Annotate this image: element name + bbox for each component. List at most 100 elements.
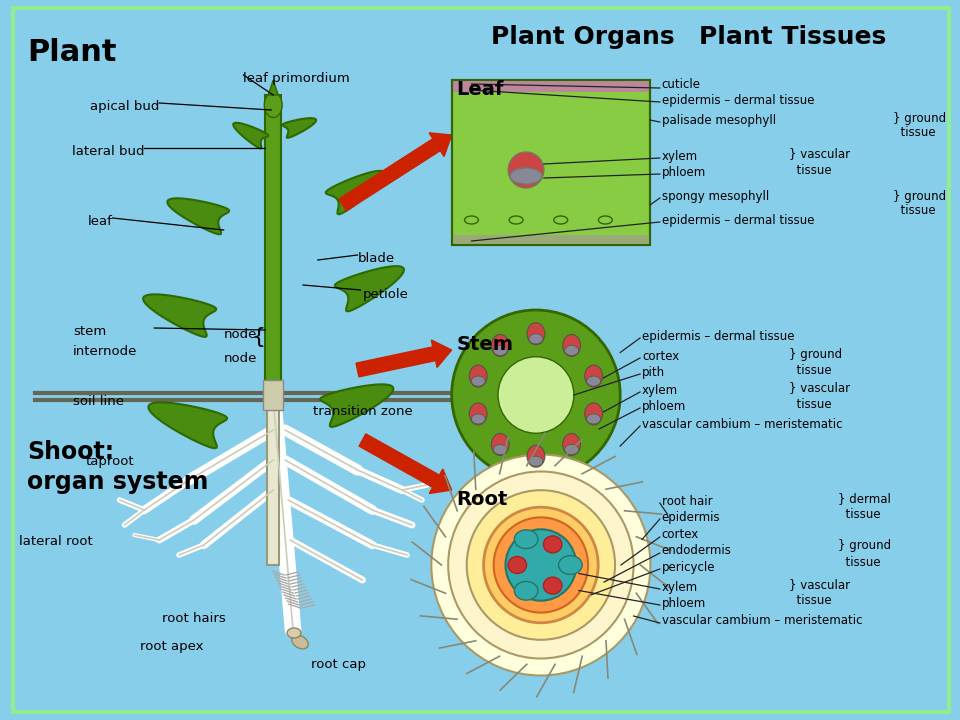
Polygon shape <box>268 80 278 95</box>
Ellipse shape <box>564 444 579 454</box>
Text: } ground: } ground <box>893 189 946 202</box>
Text: root hair: root hair <box>661 495 712 508</box>
Text: epidermis – dermal tissue: epidermis – dermal tissue <box>642 330 795 343</box>
Ellipse shape <box>587 414 601 424</box>
Text: root apex: root apex <box>140 640 204 653</box>
Text: epidermis – dermal tissue: epidermis – dermal tissue <box>661 94 814 107</box>
Bar <box>451 80 650 92</box>
Text: organ system: organ system <box>27 470 208 494</box>
Text: Leaf: Leaf <box>457 80 504 99</box>
Ellipse shape <box>543 577 562 594</box>
Ellipse shape <box>563 433 581 456</box>
Text: Plant Organs: Plant Organs <box>492 25 675 49</box>
Text: node: node <box>224 352 257 365</box>
Text: root hairs: root hairs <box>162 612 226 625</box>
Circle shape <box>484 507 598 623</box>
Text: phloem: phloem <box>642 400 686 413</box>
Ellipse shape <box>563 335 581 356</box>
Circle shape <box>448 472 634 659</box>
Polygon shape <box>149 402 228 448</box>
Text: vascular cambium – meristematic: vascular cambium – meristematic <box>661 614 862 628</box>
Circle shape <box>451 310 620 480</box>
Text: phloem: phloem <box>661 166 706 179</box>
Ellipse shape <box>264 92 282 117</box>
Text: xylem: xylem <box>642 384 678 397</box>
Ellipse shape <box>492 433 509 456</box>
Ellipse shape <box>492 335 509 356</box>
Text: cuticle: cuticle <box>661 78 701 91</box>
Ellipse shape <box>287 628 301 638</box>
Text: Shoot:: Shoot: <box>27 440 114 464</box>
Text: } ground: } ground <box>838 539 892 552</box>
Bar <box>265 95 281 393</box>
Circle shape <box>467 490 615 640</box>
Text: tissue: tissue <box>838 556 881 569</box>
Text: pith: pith <box>642 366 665 379</box>
Ellipse shape <box>527 323 545 345</box>
Text: lateral bud: lateral bud <box>72 145 144 158</box>
Text: lateral root: lateral root <box>19 535 93 548</box>
Ellipse shape <box>515 582 538 600</box>
Text: soil line: soil line <box>73 395 124 408</box>
Ellipse shape <box>469 403 487 425</box>
Text: } ground: } ground <box>789 348 842 361</box>
Text: node: node <box>224 328 257 341</box>
Text: internode: internode <box>73 345 137 358</box>
Text: } vascular: } vascular <box>789 382 850 395</box>
Text: vascular cambium – meristematic: vascular cambium – meristematic <box>642 418 843 431</box>
Text: palisade mesophyll: palisade mesophyll <box>661 114 776 127</box>
Text: blade: blade <box>357 252 395 265</box>
Text: stem: stem <box>73 325 107 338</box>
Text: tissue: tissue <box>789 397 831 410</box>
Text: Plant Tissues: Plant Tissues <box>700 25 887 49</box>
Ellipse shape <box>510 168 542 184</box>
Polygon shape <box>325 171 385 215</box>
Ellipse shape <box>559 556 582 575</box>
Text: petiole: petiole <box>363 288 408 301</box>
Circle shape <box>506 529 576 600</box>
Text: Stem: Stem <box>457 335 514 354</box>
Text: spongy mesophyll: spongy mesophyll <box>661 189 769 202</box>
Bar <box>263 380 283 410</box>
Text: transition zone: transition zone <box>313 405 413 418</box>
Ellipse shape <box>585 403 603 425</box>
Text: endodermis: endodermis <box>661 544 732 557</box>
Ellipse shape <box>585 365 603 387</box>
Bar <box>451 80 650 245</box>
Text: tissue: tissue <box>789 595 831 608</box>
Ellipse shape <box>529 334 542 344</box>
Ellipse shape <box>587 376 601 386</box>
Bar <box>267 390 279 565</box>
Text: } vascular: } vascular <box>789 148 850 161</box>
Text: xylem: xylem <box>661 150 698 163</box>
Text: Root: Root <box>457 490 508 509</box>
Ellipse shape <box>471 414 485 424</box>
Text: xylem: xylem <box>661 580 698 593</box>
Text: leaf: leaf <box>87 215 112 228</box>
Text: taproot: taproot <box>85 455 134 468</box>
Ellipse shape <box>469 365 487 387</box>
Bar <box>451 80 650 245</box>
Text: apical bud: apical bud <box>90 100 159 113</box>
Text: leaf primordium: leaf primordium <box>244 72 350 85</box>
Text: cortex: cortex <box>661 528 699 541</box>
Text: epidermis: epidermis <box>661 510 720 523</box>
Circle shape <box>431 454 651 675</box>
Text: {: { <box>252 327 266 347</box>
Polygon shape <box>335 266 404 311</box>
Polygon shape <box>143 294 216 337</box>
Polygon shape <box>282 118 316 138</box>
Polygon shape <box>321 384 394 427</box>
Ellipse shape <box>508 557 526 574</box>
Ellipse shape <box>493 346 507 356</box>
Text: tissue: tissue <box>893 204 935 217</box>
FancyArrow shape <box>339 133 451 211</box>
Text: phloem: phloem <box>661 596 706 610</box>
Ellipse shape <box>471 376 485 386</box>
Text: tissue: tissue <box>789 163 831 176</box>
Text: } vascular: } vascular <box>789 578 850 592</box>
Polygon shape <box>167 198 229 234</box>
Ellipse shape <box>527 445 545 467</box>
Text: } ground: } ground <box>893 112 946 125</box>
Text: pericycle: pericycle <box>661 560 715 574</box>
